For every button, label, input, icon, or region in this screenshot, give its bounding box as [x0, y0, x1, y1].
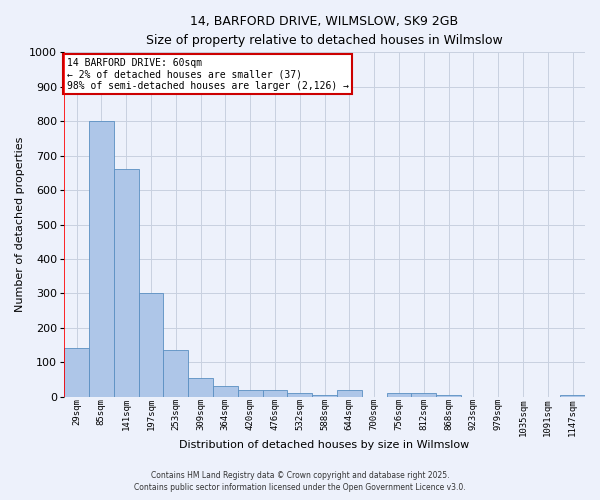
Bar: [114, 170, 139, 397]
Bar: [139, 294, 163, 397]
Text: Contains HM Land Registry data © Crown copyright and database right 2025.
Contai: Contains HM Land Registry data © Crown c…: [134, 471, 466, 492]
Bar: [337, 390, 362, 397]
Bar: [386, 394, 412, 397]
Bar: [412, 394, 436, 397]
Bar: [287, 394, 312, 397]
Bar: [312, 395, 337, 397]
Bar: [89, 121, 114, 397]
X-axis label: Distribution of detached houses by size in Wilmslow: Distribution of detached houses by size …: [179, 440, 470, 450]
Bar: [238, 390, 263, 397]
Title: 14, BARFORD DRIVE, WILMSLOW, SK9 2GB
Size of property relative to detached house: 14, BARFORD DRIVE, WILMSLOW, SK9 2GB Siz…: [146, 15, 503, 47]
Bar: [188, 378, 213, 397]
Text: 14 BARFORD DRIVE: 60sqm
← 2% of detached houses are smaller (37)
98% of semi-det: 14 BARFORD DRIVE: 60sqm ← 2% of detached…: [67, 58, 349, 90]
Bar: [64, 348, 89, 397]
Bar: [436, 395, 461, 397]
Bar: [213, 386, 238, 397]
Bar: [163, 350, 188, 397]
Bar: [263, 390, 287, 397]
Bar: [560, 395, 585, 397]
Y-axis label: Number of detached properties: Number of detached properties: [15, 137, 25, 312]
